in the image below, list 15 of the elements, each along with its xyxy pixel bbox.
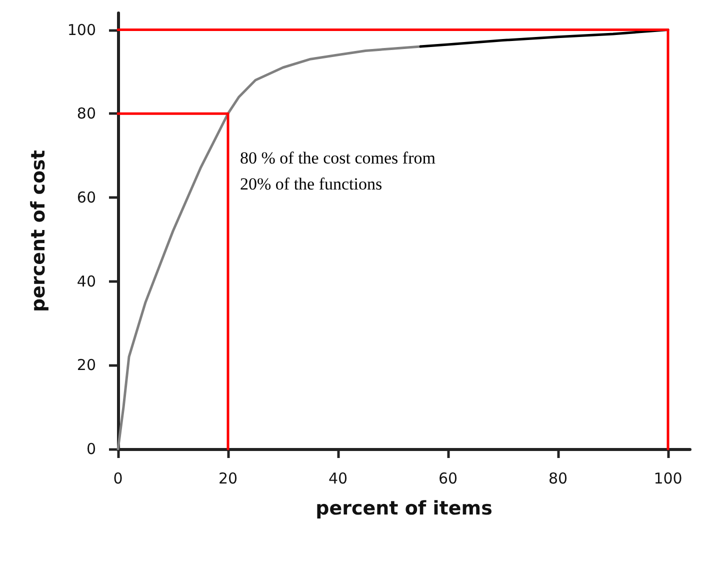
x-tick-label: 100 (654, 470, 682, 488)
x-axis-title: percent of items (316, 498, 492, 520)
x-tick-label: 60 (438, 470, 458, 488)
x-tick-label: 40 (328, 470, 348, 488)
y-tick-label: 0 (86, 440, 96, 458)
y-tick-label: 40 (76, 272, 96, 290)
x-tick-label: 80 (548, 470, 568, 488)
x-tick-label: 0 (113, 470, 123, 488)
y-tick-label: 20 (76, 356, 96, 374)
annotation: 80 % of the cost comes from 20% of the functions (240, 148, 436, 194)
y-tick-label: 80 (76, 104, 96, 123)
x-tick-label: 20 (218, 470, 238, 488)
y-tick-label: 100 (67, 20, 96, 39)
y-tick-label: 60 (76, 188, 96, 206)
y-axis-title: percent of cost (28, 150, 50, 312)
